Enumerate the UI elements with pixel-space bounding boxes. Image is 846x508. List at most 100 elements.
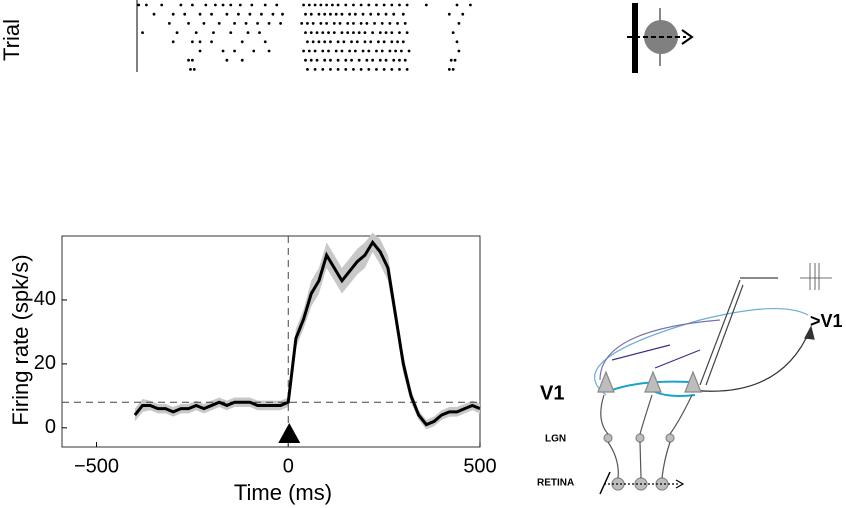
spike [327, 49, 330, 53]
y-tick-label: 40 [34, 288, 56, 310]
plot-frame [61, 235, 481, 448]
spike [451, 31, 455, 34]
diagram-label: >V1 [810, 311, 843, 331]
spike [382, 40, 386, 44]
spike [461, 12, 465, 16]
spike [248, 12, 252, 16]
spike [398, 3, 401, 7]
spike [453, 58, 457, 62]
spike [304, 12, 307, 16]
spike [311, 22, 315, 25]
spike [398, 31, 401, 34]
spike [355, 40, 359, 44]
spike [329, 68, 332, 71]
spike [315, 31, 319, 34]
spike [225, 12, 229, 16]
diagram-label: RETINA [537, 478, 574, 489]
spike [344, 68, 348, 71]
spike [375, 3, 378, 7]
spike [229, 31, 233, 34]
spike [313, 3, 317, 7]
spike [246, 31, 250, 34]
spike [279, 22, 282, 25]
error-band [134, 232, 481, 430]
spike [344, 3, 348, 7]
spike [392, 12, 396, 16]
spike [267, 22, 271, 25]
y-axis-label: Firing rate (spk/s) [8, 254, 33, 425]
spike [225, 58, 229, 62]
spike [340, 31, 344, 34]
spike [405, 3, 409, 7]
spike [350, 40, 353, 44]
spike [267, 49, 271, 53]
spike [353, 12, 357, 16]
spike [152, 12, 156, 16]
spike [376, 40, 380, 44]
spike [367, 68, 371, 71]
spike [250, 3, 254, 7]
spike [369, 12, 373, 16]
spike [171, 40, 175, 44]
spike [330, 3, 334, 7]
spike [210, 40, 213, 44]
event-marker [278, 423, 301, 443]
x-tick-label: 500 [463, 455, 496, 477]
spike [348, 49, 352, 53]
spike [263, 40, 267, 44]
spike [304, 31, 307, 34]
y-tick-label: 20 [34, 352, 56, 374]
spike [221, 3, 225, 7]
spike [384, 58, 388, 62]
spike [359, 3, 363, 7]
spike [281, 12, 284, 16]
spike [198, 12, 202, 16]
spike [348, 12, 352, 16]
spike [233, 22, 236, 25]
spike [190, 58, 194, 62]
x-tick-label: −500 [74, 455, 119, 477]
spike [321, 68, 325, 71]
spike [336, 58, 340, 62]
spike [307, 3, 311, 7]
spike [329, 12, 332, 16]
spike [144, 3, 148, 7]
spike [405, 31, 409, 34]
spike [306, 40, 309, 44]
spike [390, 31, 394, 34]
spike [192, 68, 196, 71]
spike [240, 58, 244, 62]
spike [319, 22, 323, 25]
spike [194, 31, 198, 34]
spike [317, 40, 321, 44]
spike [217, 22, 221, 25]
spike [357, 31, 361, 34]
spike [407, 49, 411, 53]
spike [447, 12, 451, 16]
spike [187, 58, 190, 62]
spike [307, 49, 311, 53]
spike [171, 12, 175, 16]
spike [352, 22, 355, 25]
spike [457, 49, 461, 53]
spike [388, 49, 392, 53]
spike [424, 3, 428, 7]
spike [325, 3, 329, 7]
spike [382, 68, 386, 71]
spike [346, 31, 350, 34]
spike [221, 49, 225, 53]
spike [403, 58, 407, 62]
spike [373, 22, 376, 25]
circuit-diagram [594, 263, 832, 495]
spike [329, 40, 332, 44]
spike [365, 22, 369, 25]
spike [187, 22, 190, 25]
spike [334, 12, 338, 16]
spike [380, 49, 384, 53]
spike [365, 58, 369, 62]
spike [353, 49, 357, 53]
spike [304, 58, 307, 62]
spike [321, 31, 325, 34]
spike [352, 3, 355, 7]
